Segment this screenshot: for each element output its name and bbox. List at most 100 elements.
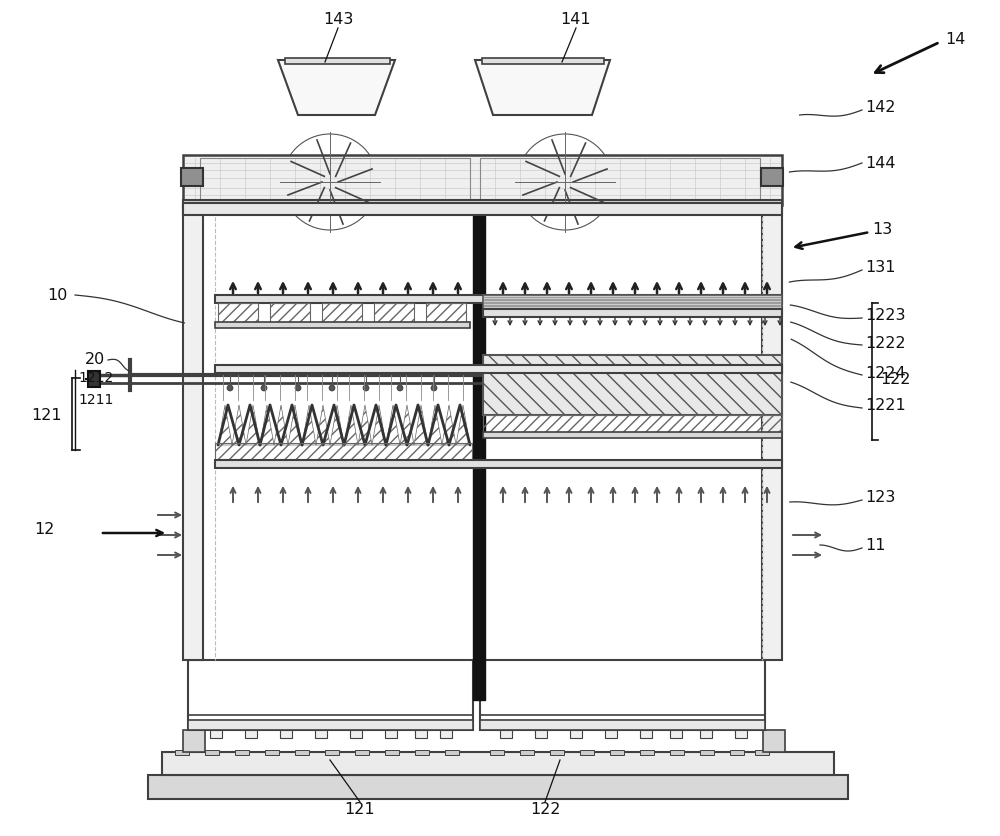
Bar <box>183 200 782 208</box>
Bar <box>183 203 782 215</box>
Bar <box>215 443 472 461</box>
Text: 131: 131 <box>865 261 896 276</box>
Bar <box>162 752 834 775</box>
Circle shape <box>295 385 301 391</box>
Bar <box>445 750 459 755</box>
Bar <box>88 371 100 387</box>
Circle shape <box>227 385 233 391</box>
Bar <box>480 158 760 203</box>
Bar <box>762 205 782 660</box>
Text: 142: 142 <box>865 100 896 115</box>
Bar <box>245 730 257 738</box>
Text: 122: 122 <box>530 803 560 818</box>
Polygon shape <box>475 60 610 115</box>
Text: 1222: 1222 <box>865 335 906 350</box>
Bar <box>763 730 785 752</box>
Text: 10: 10 <box>48 288 68 303</box>
Bar <box>483 415 782 433</box>
Bar <box>550 750 564 755</box>
Text: 121: 121 <box>345 803 375 818</box>
Bar <box>415 750 429 755</box>
Text: 13: 13 <box>872 222 892 237</box>
Bar <box>215 295 782 303</box>
Bar <box>483 295 782 309</box>
Bar <box>148 775 848 799</box>
Text: 143: 143 <box>323 13 353 28</box>
Text: 12: 12 <box>35 522 55 538</box>
Bar <box>482 58 604 64</box>
Bar <box>205 750 219 755</box>
Text: 122: 122 <box>880 373 910 388</box>
Bar <box>570 730 582 738</box>
Bar <box>480 660 765 730</box>
Bar <box>315 730 327 738</box>
Bar <box>325 750 339 755</box>
Text: 1212: 1212 <box>78 371 113 385</box>
Text: 1223: 1223 <box>865 308 906 324</box>
Text: 1224: 1224 <box>865 365 906 380</box>
Circle shape <box>324 176 336 188</box>
Circle shape <box>559 176 571 188</box>
Bar <box>426 303 466 323</box>
Bar <box>200 158 470 203</box>
Bar <box>735 730 747 738</box>
Polygon shape <box>278 60 395 115</box>
Bar <box>270 303 310 323</box>
Bar <box>374 303 414 323</box>
Text: 121: 121 <box>31 407 62 422</box>
Bar <box>483 355 782 415</box>
Text: 144: 144 <box>865 155 896 171</box>
Bar <box>322 303 362 323</box>
Text: 14: 14 <box>945 33 965 48</box>
Bar <box>183 730 205 752</box>
Bar <box>265 750 279 755</box>
Circle shape <box>431 385 437 391</box>
Text: 141: 141 <box>561 13 591 28</box>
Bar <box>483 432 782 438</box>
Bar <box>175 750 189 755</box>
Bar <box>285 58 390 64</box>
Bar <box>188 720 473 730</box>
Bar <box>490 750 504 755</box>
Bar <box>483 309 782 317</box>
Bar <box>188 660 473 730</box>
Text: 123: 123 <box>865 491 895 506</box>
Bar <box>295 750 309 755</box>
Bar <box>700 730 712 738</box>
Circle shape <box>329 385 335 391</box>
Bar <box>640 730 652 738</box>
Circle shape <box>185 170 199 184</box>
Bar <box>215 460 782 468</box>
Bar <box>473 205 485 700</box>
Bar <box>215 365 782 373</box>
Bar <box>355 750 369 755</box>
Bar <box>183 155 782 205</box>
Bar <box>280 730 292 738</box>
Text: 1221: 1221 <box>865 399 906 414</box>
Bar <box>700 750 714 755</box>
Bar <box>670 730 682 738</box>
Bar <box>480 720 765 730</box>
Bar <box>755 750 769 755</box>
Bar <box>415 730 427 738</box>
Bar <box>730 750 744 755</box>
Bar <box>181 168 203 186</box>
Circle shape <box>363 385 369 391</box>
Bar <box>235 750 249 755</box>
Bar <box>385 730 397 738</box>
Bar <box>183 205 203 660</box>
Bar <box>670 750 684 755</box>
Circle shape <box>261 385 267 391</box>
Circle shape <box>397 385 403 391</box>
Text: 1211: 1211 <box>78 393 113 407</box>
Bar <box>640 750 654 755</box>
Bar <box>520 750 534 755</box>
Bar <box>440 730 452 738</box>
Bar <box>580 750 594 755</box>
Bar <box>385 750 399 755</box>
Bar <box>210 730 222 738</box>
Bar <box>610 750 624 755</box>
Bar <box>761 168 783 186</box>
Text: 11: 11 <box>865 538 886 553</box>
Text: 20: 20 <box>85 353 105 368</box>
